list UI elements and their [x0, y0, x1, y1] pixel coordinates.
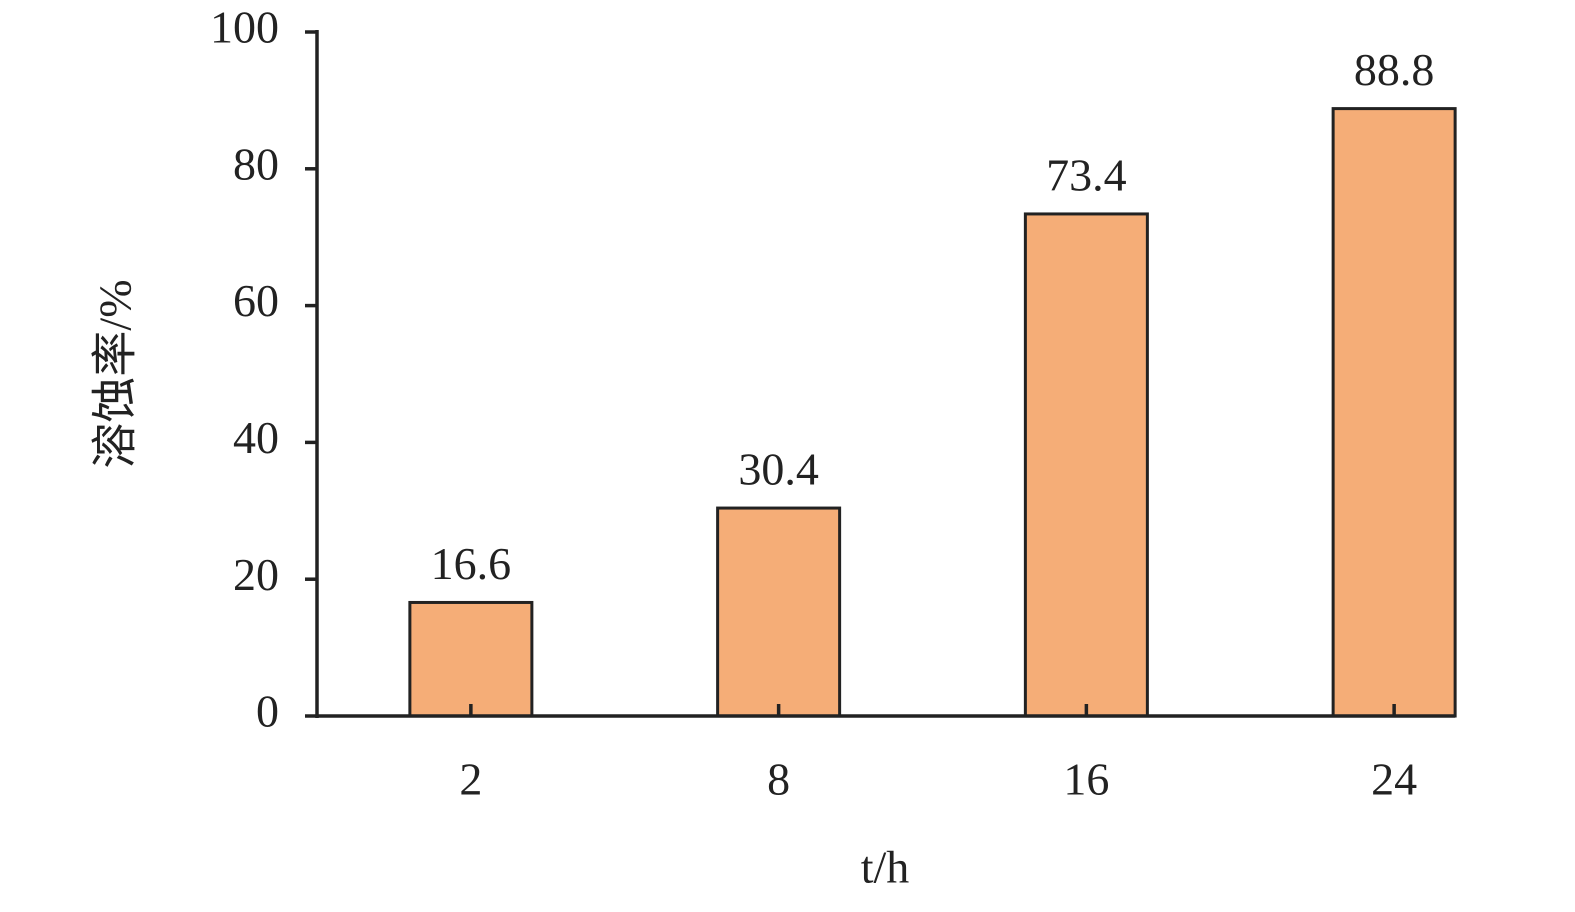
x-tick-label: 24 [1371, 754, 1417, 805]
y-tick-label: 60 [233, 275, 279, 326]
x-tick-label: 8 [767, 754, 790, 805]
y-tick-label: 0 [256, 686, 279, 737]
bar [1331, 107, 1457, 718]
value-label: 30.4 [738, 444, 819, 495]
y-tick-label: 20 [233, 549, 279, 600]
bar [408, 600, 534, 718]
y-tick-label: 80 [233, 138, 279, 189]
x-tick-label: 16 [1063, 754, 1109, 805]
x-tick-label: 2 [459, 754, 482, 805]
y-axis-label: 溶蚀率/% [90, 279, 141, 468]
value-label: 16.6 [431, 538, 512, 589]
x-axis-label: t/h [861, 842, 910, 893]
bar [716, 506, 842, 718]
bar [1023, 212, 1149, 718]
value-label: 73.4 [1046, 150, 1127, 201]
y-tick-label: 40 [233, 412, 279, 463]
y-tick-label: 100 [210, 2, 279, 53]
value-label: 88.8 [1354, 44, 1435, 95]
